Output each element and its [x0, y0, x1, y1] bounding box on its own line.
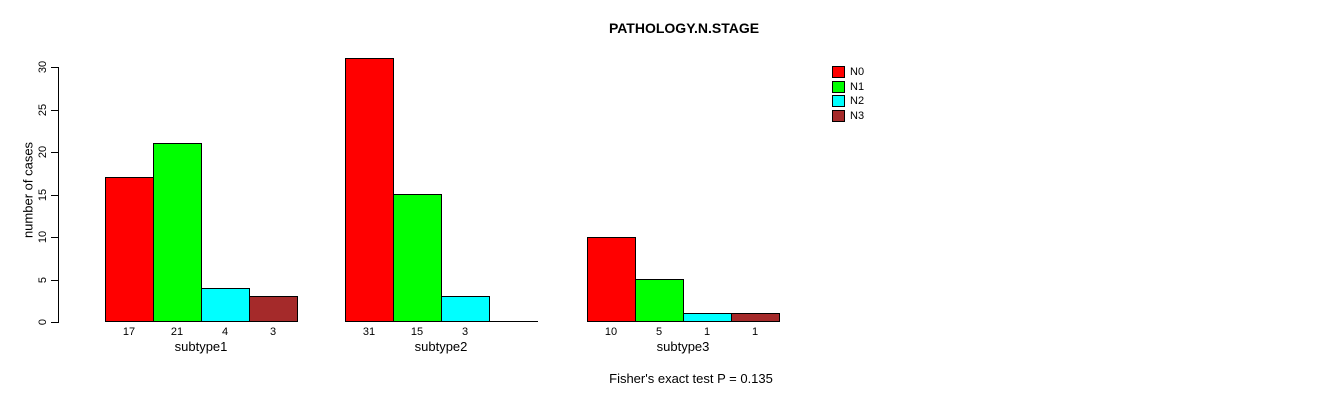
y-tick-mark	[51, 152, 58, 153]
bar-N1-subtype3	[635, 279, 684, 322]
y-tick-mark	[51, 195, 58, 196]
y-axis-line	[58, 67, 59, 323]
y-tick-mark	[51, 280, 58, 281]
legend-swatch-N0	[832, 66, 845, 78]
bar-N3-subtype1	[249, 296, 298, 322]
bar-N2-subtype2	[441, 296, 490, 322]
bar-value-label: 10	[604, 326, 618, 338]
bar-value-label: 21	[170, 326, 184, 338]
bar-N0-subtype1	[105, 177, 154, 322]
category-label-subtype1: subtype1	[174, 339, 228, 354]
bar-value-label: 1	[751, 326, 759, 338]
bar-value-label: 15	[410, 326, 424, 338]
legend-item-N1: N1	[832, 80, 865, 93]
y-tick-mark	[51, 322, 58, 323]
legend-label: N1	[850, 80, 865, 93]
legend-swatch-N2	[832, 95, 845, 107]
legend-swatch-N1	[832, 80, 845, 93]
bar-value-label: 17	[122, 326, 136, 338]
y-tick-label: 0	[37, 318, 49, 326]
legend-label: N0	[850, 66, 865, 78]
bar-value-label: 3	[269, 326, 277, 338]
chart-title: PATHOLOGY.N.STAGE	[608, 20, 760, 36]
y-tick-mark	[51, 237, 58, 238]
y-tick-label: 5	[37, 276, 49, 284]
bar-value-label: 3	[461, 326, 469, 338]
legend-item-N3: N3	[832, 109, 865, 122]
bar-N2-subtype3	[683, 313, 732, 322]
y-tick-label: 10	[37, 230, 49, 244]
legend-item-N2: N2	[832, 95, 864, 107]
y-tick-label: 15	[37, 188, 49, 202]
category-label-subtype2: subtype2	[414, 339, 468, 354]
y-axis-label: number of cases	[20, 141, 36, 239]
bar-N3-subtype2-zero	[489, 321, 538, 322]
bar-value-label: 5	[655, 326, 663, 338]
bar-N0-subtype2	[345, 58, 394, 322]
y-tick-mark	[51, 110, 58, 111]
bar-N3-subtype3	[731, 313, 780, 322]
category-label-subtype3: subtype3	[656, 339, 710, 354]
bar-N1-subtype2	[393, 194, 442, 322]
bar-value-label: 4	[221, 326, 229, 338]
legend-label: N3	[850, 109, 865, 122]
y-tick-label: 30	[37, 60, 49, 74]
bar-N2-subtype1	[201, 288, 250, 322]
legend-swatch-N3	[832, 109, 845, 122]
y-tick-label: 20	[37, 145, 49, 159]
legend: N0 N1 N2 N3	[832, 66, 864, 124]
bar-N0-subtype3	[587, 237, 636, 322]
legend-item-N0: N0	[832, 66, 864, 78]
bar-N1-subtype1	[153, 143, 202, 322]
annotation-text: Fisher's exact test P = 0.135	[609, 371, 773, 386]
y-tick-mark	[51, 67, 58, 68]
legend-label: N2	[850, 95, 865, 107]
bar-value-label: 1	[703, 326, 711, 338]
y-tick-label: 25	[37, 103, 49, 117]
bar-value-label: 31	[362, 326, 376, 338]
